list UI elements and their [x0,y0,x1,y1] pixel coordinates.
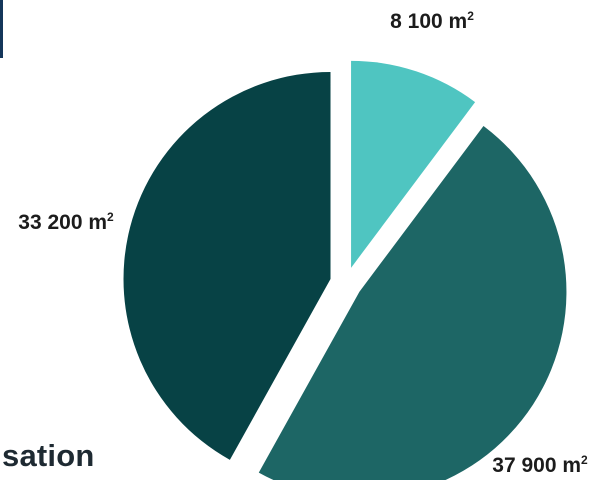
slice-value-text: 8 100 m [390,10,467,33]
slice-value-label: 33 200 m2 [18,210,114,234]
slice-value-text: 37 900 m [492,454,581,477]
partial-heading: sation [2,438,95,473]
pie-slice [351,60,476,268]
slice-unit-superscript: 2 [467,9,474,23]
slice-value-label: 8 100 m2 [390,9,474,33]
slice-unit-superscript: 2 [107,210,114,224]
slice-value-text: 33 200 m [18,211,107,234]
pie-slice [123,71,331,460]
pie-slices [123,60,567,480]
slice-value-label: 37 900 m2 [492,453,588,477]
slice-unit-superscript: 2 [581,453,588,467]
pie-slice [258,125,567,480]
edge-accent-bar [0,0,3,58]
